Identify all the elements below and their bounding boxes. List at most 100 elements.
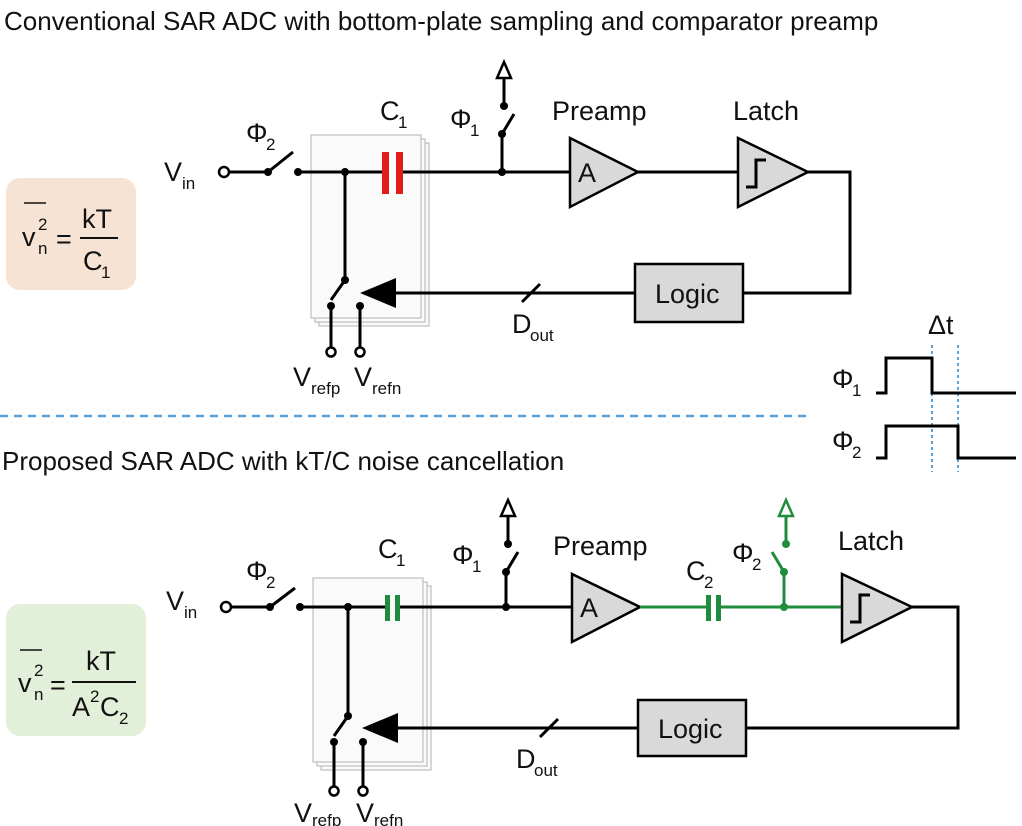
bottom-dout-sub: out — [534, 761, 558, 780]
bottom-phi2-sub: 2 — [266, 573, 275, 592]
bottom-latch-step-icon — [850, 593, 870, 624]
top-ref-switch — [329, 279, 347, 301]
top-noise-v-sup: 2 — [38, 215, 47, 234]
top-noise-v: v — [22, 222, 36, 252]
timing-diagram: Δt Φ 1 Φ 2 — [832, 310, 1016, 472]
timing-phi2-waveform — [876, 424, 1016, 460]
top-badge-bg — [6, 178, 136, 290]
bottom-vrefp-sub: refp — [312, 811, 341, 826]
top-phi2-label: Φ — [246, 118, 268, 148]
timing-phi1-sub: 1 — [852, 381, 861, 400]
bottom-preamp — [570, 572, 643, 645]
bottom-phi1-switch — [504, 551, 520, 573]
timing-phi1-waveform — [876, 356, 1016, 395]
bottom-noise-den-c: C — [100, 692, 120, 722]
top-noise-eq: = — [56, 224, 72, 254]
top-phi1-switch — [500, 113, 516, 135]
bottom-ref-switch — [332, 715, 350, 737]
bottom-phi2b-switch — [770, 551, 786, 573]
top-latch-step-icon — [746, 158, 766, 189]
top-c1-capacitor — [382, 152, 403, 194]
bottom-vrefn-terminal — [357, 785, 369, 797]
bottom-c2-capacitor — [706, 595, 721, 621]
bottom-noise-den-a: A — [72, 692, 90, 722]
proposed-sar-adc: Proposed SAR ADC with kT/C noise cancell… — [2, 446, 960, 826]
top-phi1-sub: 1 — [470, 121, 479, 140]
top-preamp — [568, 135, 641, 210]
conventional-sar-adc: Conventional SAR ADC with bottom-plate s… — [4, 6, 878, 398]
bottom-c2-label: C — [686, 556, 706, 586]
bottom-title: Proposed SAR ADC with kT/C noise cancell… — [2, 446, 564, 476]
top-vrefp-terminal — [325, 346, 337, 358]
top-preamp-label: Preamp — [552, 96, 647, 126]
bottom-vrefn-label: V — [356, 798, 374, 826]
bottom-dout-label: D — [516, 744, 536, 774]
top-noise-den-sub: 1 — [101, 263, 110, 282]
bottom-ground2-icon — [777, 496, 795, 518]
top-amp-symbol: A — [578, 158, 596, 188]
top-ground-icon — [495, 58, 513, 80]
top-noise-num: kT — [82, 204, 112, 234]
bottom-vrefp-terminal — [328, 785, 340, 797]
top-vin-sub: in — [182, 174, 195, 193]
bottom-phi1-sub: 1 — [472, 557, 481, 576]
top-vin-terminal — [217, 165, 231, 179]
bottom-noise-den-a-sup: 2 — [90, 687, 99, 706]
timing-delta-label: Δt — [928, 310, 954, 340]
bottom-phi1-label: Φ — [452, 540, 474, 570]
top-title: Conventional SAR ADC with bottom-plate s… — [4, 6, 878, 36]
bottom-bus-slash — [538, 717, 560, 739]
top-noise-v-sub: n — [38, 239, 47, 258]
top-logic-label: Logic — [655, 279, 720, 309]
bottom-c1-capacitor — [385, 595, 400, 621]
bottom-noise-eq: = — [50, 670, 66, 700]
bottom-c1-label: C — [378, 534, 398, 564]
top-bus-slash — [520, 282, 542, 304]
top-vrefp-label: V — [293, 362, 311, 392]
bottom-amp-symbol: A — [580, 593, 598, 623]
bottom-latch-label: Latch — [838, 526, 904, 556]
top-phi2-switch — [267, 150, 294, 174]
bottom-c2-sub: 2 — [704, 573, 713, 592]
bottom-noise-v-sub: n — [34, 685, 43, 704]
bottom-vrefn-sub: refn — [374, 811, 403, 826]
top-vrefn-label: V — [354, 362, 372, 392]
bottom-noise-v-sup: 2 — [34, 661, 43, 680]
top-vrefn-sub: refn — [372, 379, 401, 398]
bottom-phi2-switch — [269, 586, 296, 609]
bottom-noise-badge: v 2 n = kT A 2 C 2 — [6, 604, 146, 736]
top-dout-label: D — [512, 309, 532, 339]
timing-phi2-label: Φ — [832, 426, 854, 456]
top-phi1-label: Φ — [450, 104, 472, 134]
bottom-ground-icon — [499, 496, 517, 518]
bottom-vin-label: V — [166, 586, 184, 616]
bottom-badge-bg — [6, 604, 146, 736]
top-cap-array — [310, 134, 430, 327]
top-phi2-sub: 2 — [266, 135, 275, 154]
bottom-noise-den-sub: 2 — [119, 709, 128, 728]
top-noise-badge: v 2 n = kT C 1 — [6, 178, 136, 290]
bottom-c1-sub: 1 — [396, 551, 405, 570]
top-latch — [736, 136, 811, 210]
top-c1-sub: 1 — [398, 113, 407, 132]
bottom-phi2b-label: Φ — [732, 538, 754, 568]
top-c1-label: C — [380, 96, 400, 126]
top-noise-den: C — [83, 246, 103, 276]
timing-phi2-sub: 2 — [852, 443, 861, 462]
top-vin-label: V — [164, 157, 182, 187]
bottom-noise-num: kT — [86, 646, 116, 676]
bottom-logic-label: Logic — [658, 714, 723, 744]
bottom-vin-terminal — [219, 600, 233, 614]
top-latch-label: Latch — [733, 96, 799, 126]
bottom-latch — [840, 572, 915, 645]
bottom-phi2b-sub: 2 — [752, 555, 761, 574]
top-vrefn-terminal — [354, 346, 366, 358]
bottom-phi2-label: Φ — [246, 556, 268, 586]
bottom-preamp-label: Preamp — [553, 531, 648, 561]
top-logic-block — [633, 262, 745, 324]
bottom-vin-sub: in — [184, 603, 197, 622]
top-vrefp-sub: refp — [311, 379, 340, 398]
top-dout-sub: out — [530, 326, 554, 345]
timing-phi1-label: Φ — [832, 364, 854, 394]
